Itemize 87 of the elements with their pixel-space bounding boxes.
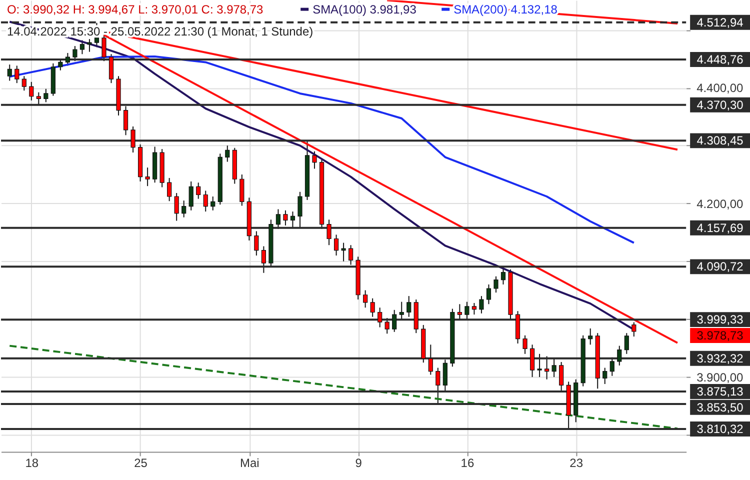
candlestick	[80, 40, 85, 55]
candlestick	[624, 332, 629, 354]
candlestick	[617, 345, 622, 366]
candlestick	[363, 290, 368, 308]
candlestick	[552, 358, 556, 378]
candlestick	[544, 356, 550, 380]
x-tick-label: 16	[460, 456, 474, 470]
candlestick	[210, 196, 216, 211]
candlestick	[436, 367, 440, 405]
candlestick	[225, 145, 230, 162]
candlestick	[610, 356, 614, 376]
candlestick	[399, 301, 404, 320]
candlestick	[530, 344, 535, 378]
candlestick	[384, 318, 390, 334]
candlestick	[464, 301, 470, 320]
candlestick	[312, 150, 317, 170]
candlestick	[7, 64, 12, 82]
candlestick	[392, 309, 397, 332]
candlestick	[442, 359, 448, 392]
ref-line-label: 4.448,76	[696, 52, 744, 66]
candlestick	[290, 211, 296, 228]
candlestick	[457, 304, 462, 320]
candlestick	[167, 177, 172, 202]
candlestick	[341, 242, 346, 262]
candlestick	[494, 276, 498, 294]
x-tick-label: 25	[134, 456, 148, 470]
ref-line-label: 4.090,72	[696, 260, 744, 274]
candlestick	[108, 54, 114, 84]
candlestick	[130, 126, 136, 154]
candlestick	[145, 167, 150, 187]
candlestick	[102, 34, 106, 62]
candlestick	[123, 106, 128, 136]
chart-title: O: 3.990,32 H: 3.994,67 L: 3.970,01 C: 3.978,73	[6, 2, 264, 16]
ref-line-label: 3.853,50	[696, 400, 744, 414]
ref-line-label: 4.157,69	[696, 220, 744, 235]
x-tick-label: Mai	[240, 456, 260, 470]
candlestick	[406, 296, 412, 318]
candlestick	[65, 52, 70, 66]
candlestick	[522, 334, 528, 354]
candlestick	[334, 234, 339, 256]
candlestick	[196, 182, 201, 200]
candlestick	[72, 46, 78, 62]
y-tick-label: 3.900,00	[696, 370, 744, 385]
candlestick	[378, 307, 382, 328]
candlestick	[428, 344, 433, 376]
candlestick	[261, 246, 266, 274]
candlestick	[22, 76, 26, 92]
candlestick	[36, 92, 41, 106]
candlestick	[486, 284, 492, 305]
y-tick-label: 4.200,00	[696, 196, 744, 211]
candlestick	[479, 296, 484, 314]
candlestick	[182, 200, 186, 218]
candlestick	[283, 210, 288, 226]
candlestick	[588, 328, 593, 346]
candlestick	[240, 174, 244, 206]
candlestick	[188, 180, 194, 211]
legend-label: SMA(100) 3.981,93	[312, 2, 417, 16]
ref-line-label: 3.875,13	[696, 384, 744, 398]
candlestick	[370, 298, 375, 318]
candlestick	[174, 192, 179, 222]
candlestick	[559, 362, 564, 392]
candlestick	[276, 208, 281, 230]
y-tick-label: 4.400,00	[696, 81, 744, 96]
candlestick	[348, 244, 354, 266]
candlestick	[632, 322, 636, 338]
ref-line-label: 4.512,94	[696, 15, 744, 30]
candlestick	[29, 81, 34, 101]
candlestick	[87, 38, 92, 52]
ref-line-label: 4.308,45	[696, 134, 744, 148]
ref-line-label: 3.999,33	[696, 312, 744, 327]
text: 3.978,73	[696, 328, 744, 343]
ref-line-label: 3.810,32	[696, 422, 744, 436]
ref-line-label: 4.370,30	[696, 98, 744, 112]
candlestick	[472, 302, 477, 316]
candlestick	[326, 219, 332, 246]
ref-line-label: 3.932,32	[696, 351, 744, 366]
candlestick	[203, 190, 208, 212]
candlestick	[254, 230, 259, 256]
candlestick	[44, 88, 48, 103]
x-tick-label: 18	[25, 456, 39, 470]
x-tick-label: 23	[570, 456, 584, 470]
candlestick	[14, 65, 20, 84]
candlestick	[537, 353, 542, 378]
candlestick	[298, 191, 302, 228]
candlestick	[602, 367, 608, 384]
x-tick-label: 9	[355, 456, 362, 470]
candlestick	[500, 266, 506, 285]
